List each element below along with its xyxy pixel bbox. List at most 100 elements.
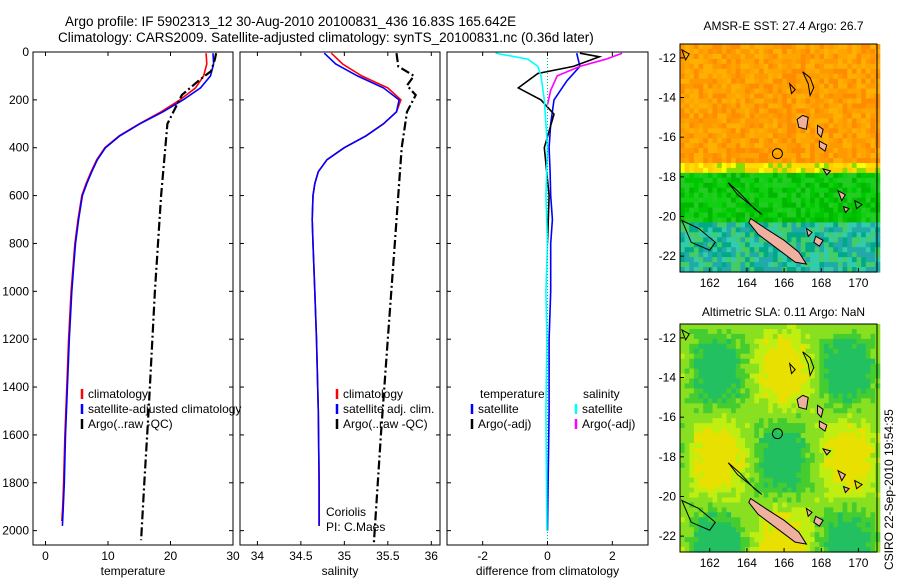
heatmap-cell — [805, 113, 811, 119]
heatmap-cell — [870, 338, 876, 345]
heatmap-cell — [875, 343, 881, 350]
heatmap-cell — [833, 68, 839, 75]
heatmap-cell — [800, 368, 806, 375]
heatmap-cell — [861, 108, 867, 114]
heatmap-cell — [838, 217, 844, 224]
heatmap-cell — [782, 487, 788, 494]
heatmap-cell — [856, 383, 862, 390]
heatmap-cell — [805, 452, 811, 459]
heatmap-cell — [824, 73, 830, 80]
heatmap-cell — [805, 388, 811, 394]
heatmap-cell — [703, 192, 709, 199]
heatmap-cell — [689, 267, 695, 273]
heatmap-cell — [680, 492, 686, 499]
heatmap-cell — [851, 502, 858, 508]
heatmap-cell — [745, 262, 751, 268]
heatmap-cell — [698, 522, 704, 528]
heatmap-cell — [712, 522, 718, 528]
heatmap-cell — [810, 517, 816, 523]
heatmap-cell — [828, 512, 834, 518]
heatmap-cell — [875, 502, 881, 508]
heatmap-cell — [745, 158, 751, 164]
heatmap-cell — [721, 257, 727, 263]
heatmap-cell — [712, 403, 718, 409]
heatmap-cell — [842, 324, 848, 330]
heatmap-cell — [759, 44, 765, 50]
heatmap-cell — [759, 242, 765, 248]
heatmap-cell — [833, 88, 839, 95]
heatmap-cell — [842, 187, 848, 194]
heatmap-cell — [814, 44, 820, 50]
heatmap-cell — [693, 98, 700, 105]
heatmap-cell — [786, 408, 793, 414]
heatmap-cell — [847, 138, 853, 144]
heatmap-cell — [796, 128, 802, 134]
heatmap-cell — [791, 267, 797, 273]
heatmap-cell — [768, 467, 774, 474]
heatmap-cell — [698, 433, 704, 439]
heatmap-cell — [870, 133, 876, 139]
heatmap-cell — [749, 93, 755, 100]
heatmap-cell — [693, 438, 700, 444]
heatmap-cell — [828, 103, 834, 110]
heatmap-cell — [814, 187, 820, 194]
heatmap-cell — [819, 363, 825, 370]
map-y-tick-label: -14 — [659, 91, 677, 105]
heatmap-cell — [810, 167, 816, 174]
heatmap-cell — [693, 88, 700, 95]
heatmap-cell — [731, 212, 737, 219]
heatmap-cell — [810, 267, 816, 273]
heatmap-cell — [754, 393, 760, 399]
heatmap-cell — [712, 128, 718, 134]
x-tick-label: 30 — [226, 549, 240, 563]
heatmap-cell — [740, 472, 746, 479]
heatmap-cell — [680, 452, 686, 459]
heatmap-cell — [721, 324, 727, 330]
heatmap-cell — [749, 378, 755, 385]
heatmap-cell — [754, 388, 760, 394]
heatmap-cell — [740, 252, 746, 258]
heatmap-cell — [693, 63, 700, 70]
heatmap-cell — [828, 388, 834, 394]
heatmap-cell — [847, 187, 853, 194]
heatmap-cell — [777, 167, 783, 174]
heatmap-cell — [847, 443, 853, 449]
heatmap-cell — [870, 378, 876, 385]
heatmap-cell — [865, 177, 871, 184]
heatmap-cell — [772, 333, 779, 340]
heatmap-cell — [814, 472, 820, 479]
heatmap-cell — [856, 237, 862, 243]
heatmap-cell — [800, 128, 806, 134]
heatmap-cell — [684, 163, 690, 169]
heatmap-cell — [726, 368, 732, 375]
heatmap-cell — [810, 338, 816, 345]
heatmap-cell — [731, 333, 737, 340]
heatmap-cell — [875, 338, 881, 345]
heatmap-cell — [777, 502, 783, 508]
heatmap-cell — [865, 123, 871, 129]
heatmap-cell — [698, 378, 704, 385]
heatmap-cell — [796, 217, 802, 224]
heatmap-cell — [870, 252, 876, 258]
heatmap-cell — [777, 418, 783, 424]
heatmap-cell — [847, 383, 853, 390]
heatmap-cell — [726, 78, 732, 85]
heatmap-cell — [763, 363, 769, 370]
heatmap-cell — [800, 438, 806, 444]
heatmap-cell — [805, 172, 811, 179]
heatmap-cell — [796, 542, 802, 548]
heatmap-cell — [698, 138, 704, 144]
heatmap-cell — [768, 502, 774, 508]
heatmap-cell — [754, 217, 760, 224]
heatmap-cell — [717, 237, 723, 243]
heatmap-cell — [772, 423, 779, 429]
heatmap-cell — [828, 252, 834, 258]
heatmap-cell — [851, 187, 858, 194]
heatmap-cell — [703, 324, 709, 330]
heatmap-cell — [689, 482, 695, 489]
heatmap-cell — [786, 83, 793, 90]
heatmap-cell — [828, 192, 834, 199]
heatmap-cell — [847, 378, 853, 385]
heatmap-cell — [805, 212, 811, 219]
heatmap-cell — [875, 53, 881, 60]
